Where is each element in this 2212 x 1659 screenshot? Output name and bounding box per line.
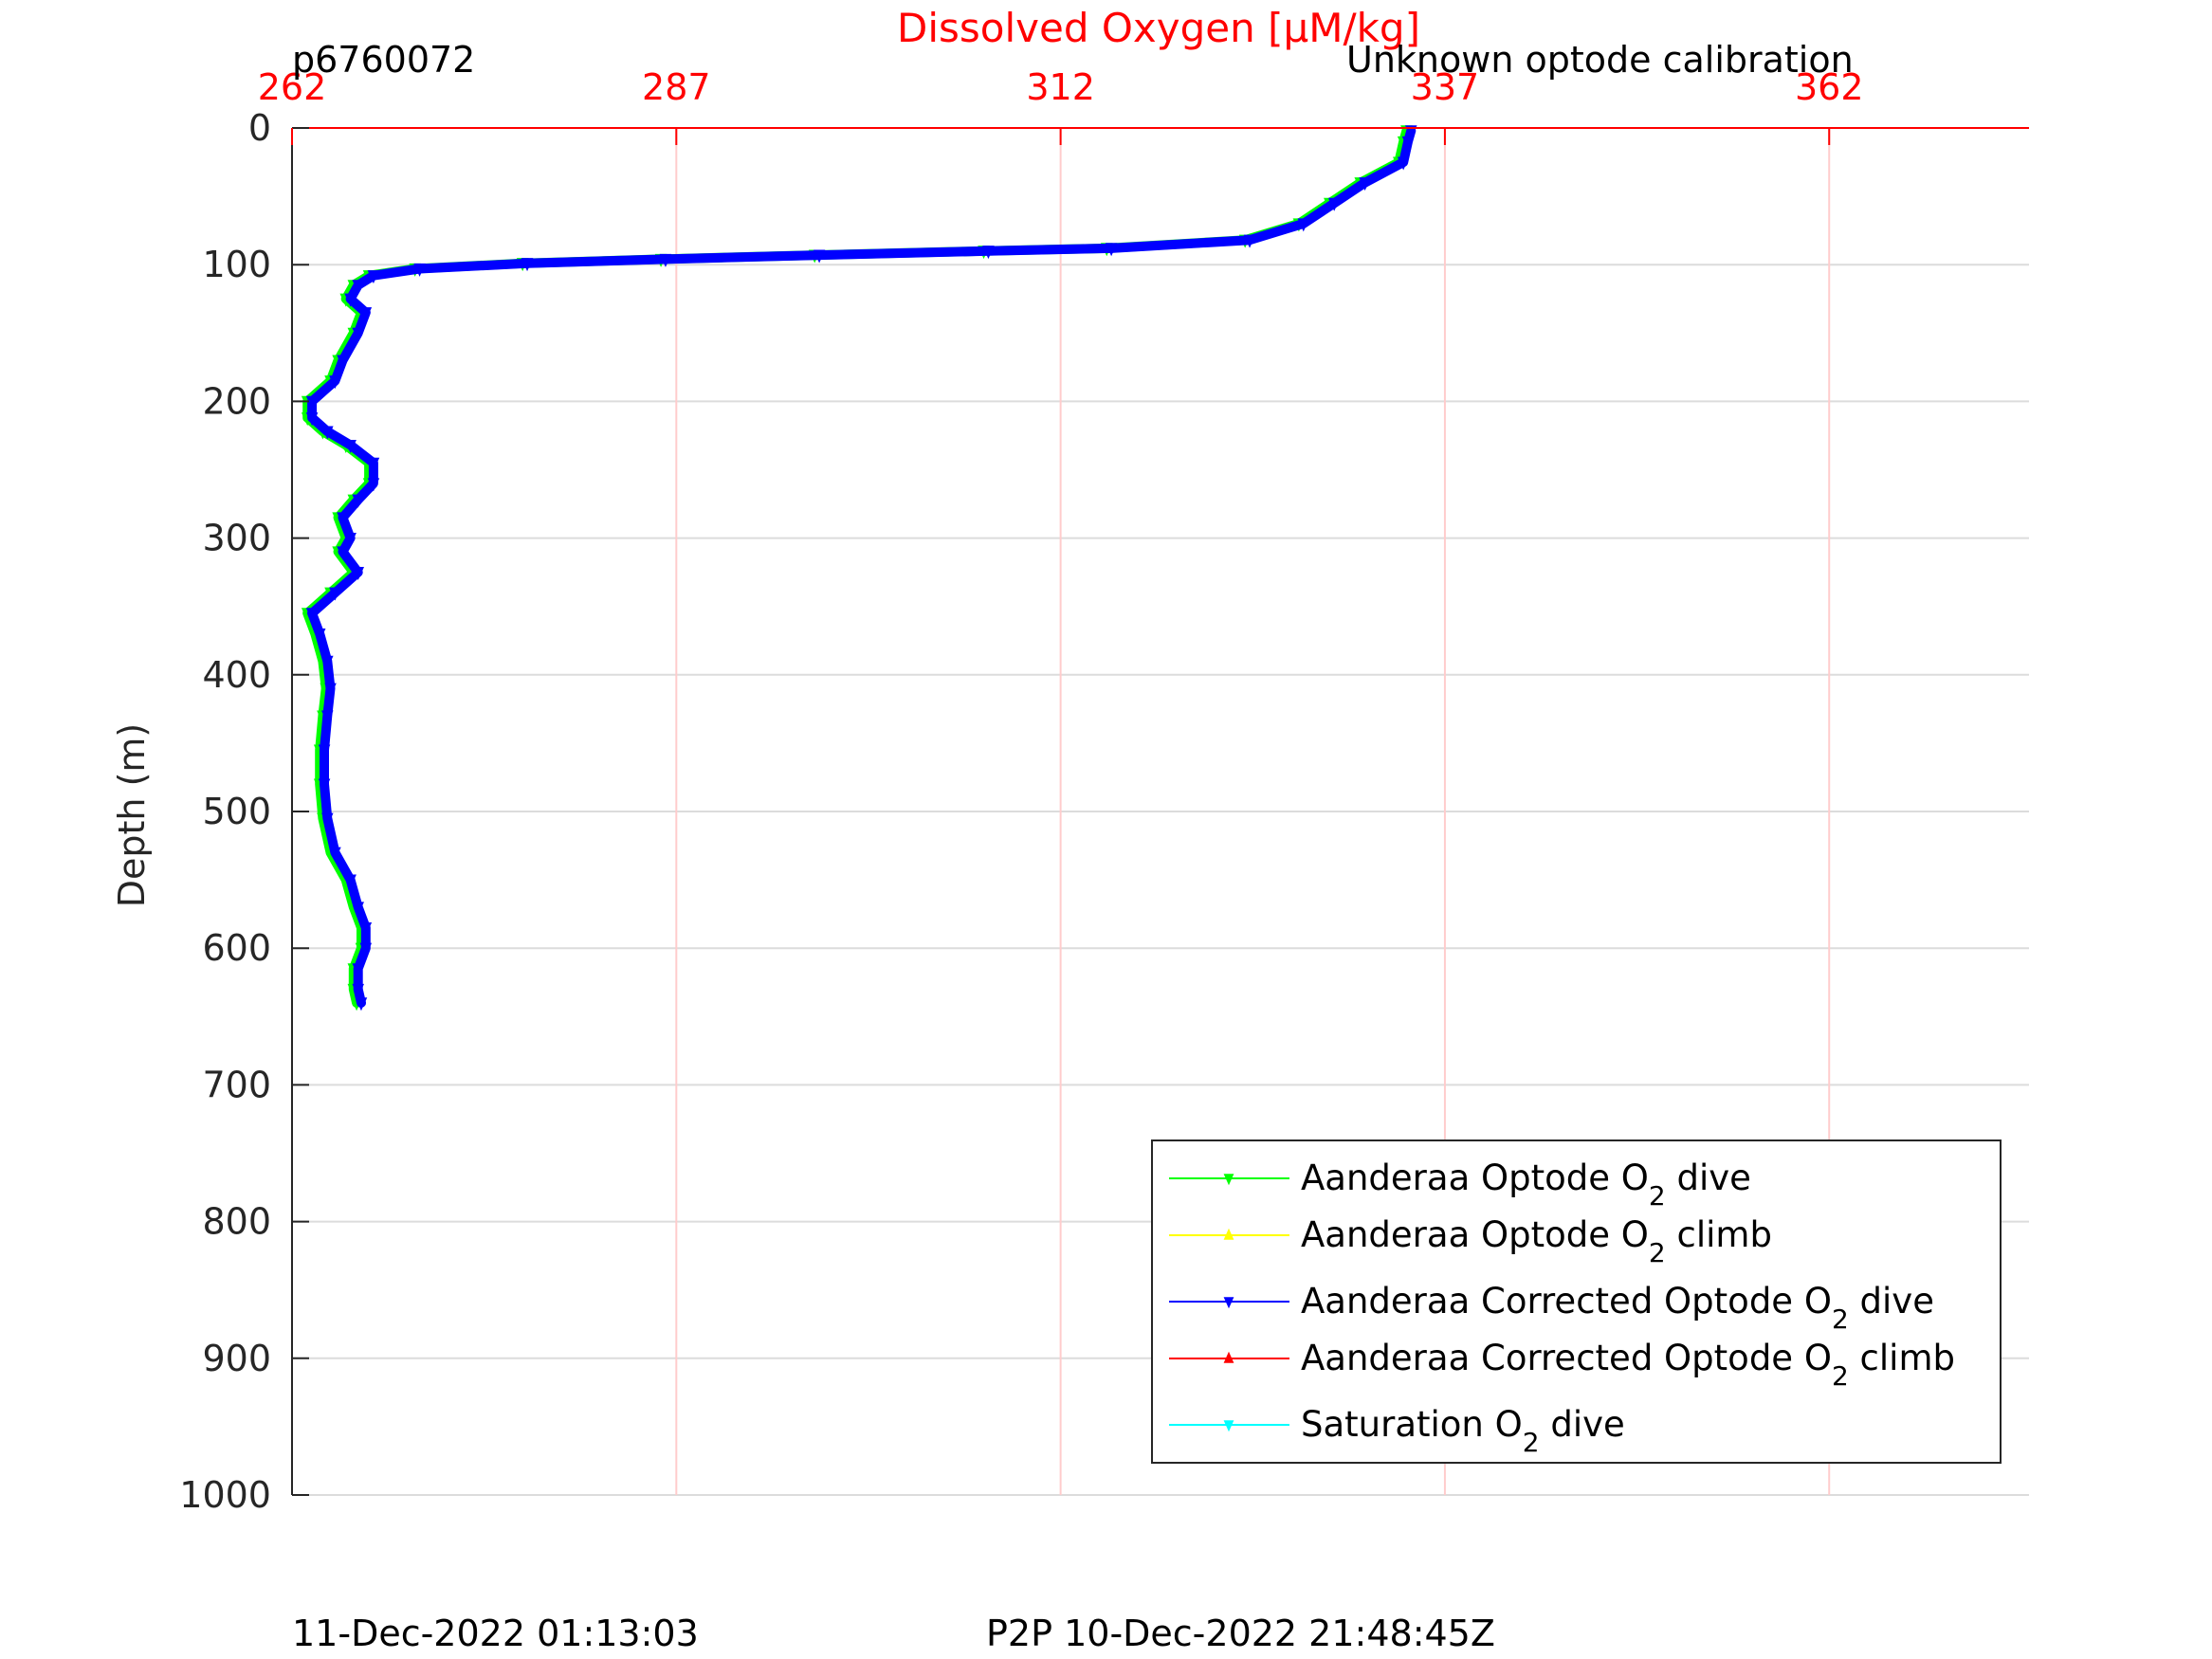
series-marker	[320, 812, 334, 827]
series-marker	[337, 355, 349, 369]
series-marker	[352, 963, 365, 977]
series-marker	[344, 439, 356, 453]
series-marker	[1397, 156, 1410, 171]
legend-entry-label: Aanderaa Corrected Optode O2 climb	[1301, 1338, 1955, 1392]
series-marker	[352, 280, 365, 294]
y-tick-label: 100	[202, 244, 271, 285]
y-tick-label: 1000	[179, 1474, 271, 1516]
series-marker	[324, 683, 337, 697]
series-marker	[352, 567, 365, 581]
series-marker	[305, 412, 319, 427]
x-tick-label: 262	[258, 66, 327, 108]
y-tick-label: 200	[202, 380, 271, 422]
series-marker	[318, 744, 331, 758]
series-marker	[320, 710, 334, 724]
legend-swatch-marker	[1223, 1420, 1234, 1432]
y-axis-label: Depth (m)	[111, 723, 153, 908]
series-marker	[982, 246, 995, 260]
series-marker	[1105, 243, 1118, 257]
footer-p2p-timestamp: P2P 10-Dec-2022 21:48:45Z	[986, 1613, 1495, 1654]
series-marker	[313, 628, 326, 642]
profile-id-label: p6760072	[292, 39, 475, 81]
y-tick-label: 900	[202, 1338, 271, 1379]
y-tick-label: 600	[202, 927, 271, 969]
legend-swatch-marker	[1223, 1174, 1234, 1186]
series-marker	[1297, 218, 1310, 232]
series-marker	[329, 587, 341, 601]
series-marker	[305, 608, 319, 622]
series-marker	[359, 921, 373, 936]
series-marker	[813, 249, 826, 264]
x-tick-label: 337	[1411, 66, 1480, 108]
legend-entry-label: Aanderaa Corrected Optode O2 dive	[1301, 1281, 1934, 1335]
y-tick-label: 300	[202, 518, 271, 559]
series-marker	[359, 307, 373, 321]
series-marker	[1401, 136, 1415, 150]
series-marker	[352, 327, 365, 341]
legend-entry-label: Aanderaa Optode O2 dive	[1301, 1158, 1751, 1212]
series-marker	[1359, 177, 1371, 191]
series-marker	[352, 494, 365, 508]
legend-swatch-marker	[1223, 1351, 1234, 1363]
series-marker	[337, 546, 349, 560]
series-marker	[367, 478, 380, 492]
series-marker	[521, 258, 534, 272]
y-tick-label: 400	[202, 654, 271, 696]
y-tick-label: 500	[202, 791, 271, 832]
series-marker	[337, 512, 349, 526]
legend-entry-label: Aanderaa Optode O2 climb	[1301, 1214, 1772, 1268]
series-marker	[318, 778, 331, 793]
series-line	[307, 125, 1417, 1008]
x-tick-label: 312	[1026, 66, 1095, 108]
series-marker	[352, 902, 365, 916]
series-marker	[329, 375, 341, 390]
y-tick-label: 0	[248, 107, 271, 149]
series-marker	[344, 874, 356, 888]
series-marker	[320, 655, 334, 669]
legend-entry-label: Saturation O2 dive	[1301, 1404, 1625, 1458]
footer-timestamp: 11-Dec-2022 01:13:03	[292, 1613, 699, 1654]
series-marker	[367, 270, 380, 284]
series-marker	[344, 533, 356, 546]
series-marker	[305, 395, 319, 410]
x-tick-label: 287	[642, 66, 711, 108]
calibration-note: Unknown optode calibration	[1346, 39, 1854, 81]
series-marker	[352, 983, 365, 997]
series-marker	[367, 457, 380, 471]
axes-layer: 0 100 200 300 400 500 600 700 800 900 1000 262 287 31…	[179, 66, 2029, 1516]
series-marker	[1243, 234, 1256, 248]
series-marker	[659, 253, 672, 267]
legend-swatch-marker	[1223, 1228, 1234, 1240]
y-tick-label: 800	[202, 1201, 271, 1243]
series-marker	[359, 942, 373, 957]
x-tick-label: 362	[1795, 66, 1864, 108]
series-marker	[344, 293, 356, 307]
series-marker	[355, 997, 368, 1012]
y-tick-label: 700	[202, 1064, 271, 1105]
legend-swatch-marker	[1223, 1297, 1234, 1309]
chart-title: Dissolved Oxygen [μM/kg]	[897, 5, 1420, 51]
data-layer	[301, 125, 1417, 1012]
series-marker	[1327, 197, 1341, 211]
series-marker	[413, 263, 426, 277]
series-marker	[320, 426, 334, 440]
series-marker	[329, 847, 341, 861]
legend-box	[1151, 1139, 2002, 1464]
